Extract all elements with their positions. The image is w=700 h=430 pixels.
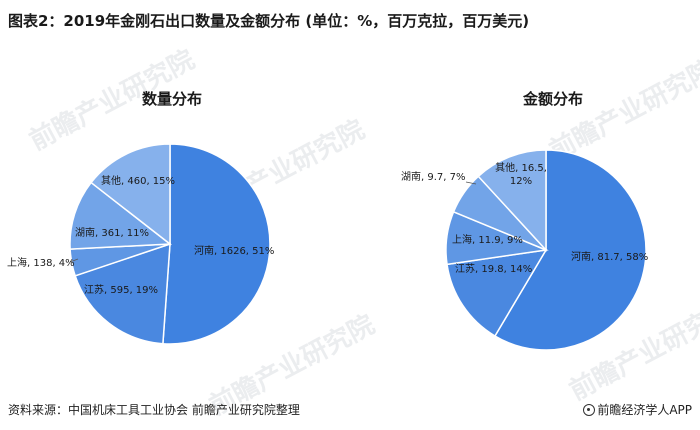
brand-credit: 前瞻经济学人APP (583, 401, 692, 418)
slice-label-2-河南: 河南, 81.7, 58% (571, 250, 648, 263)
pie-slice-1-其他 (90, 143, 171, 246)
slice-label-1-湖南: 湖南, 361, 11% (75, 226, 149, 239)
brand-logo-icon (583, 404, 596, 416)
pie-slice-1-河南 (162, 143, 271, 345)
pie-slice-2-其他 (477, 149, 547, 252)
pie-slice-2-河南 (493, 149, 647, 351)
pie-slice-1-江苏 (74, 242, 171, 345)
slice-label-1-其他: 其他, 460, 15% (101, 174, 175, 187)
slice-label-2-其他: 其他, 16.5, 12% (495, 161, 547, 187)
pie-slice-2-江苏 (446, 249, 548, 338)
source-note: 资料来源：中国机床工具工业协会 前瞻产业研究院整理 (8, 403, 300, 417)
slice-label-2-湖南: 湖南, 9.7, 7% (401, 170, 465, 183)
leader-line-2-湖南 (465, 181, 477, 185)
pie-slice-1-湖南 (69, 181, 173, 250)
brand-name: 前瞻经济学人APP (597, 403, 692, 417)
slice-label-2-上海: 上海, 11.9, 9% (452, 233, 523, 246)
slice-label-1-江苏: 江苏, 595, 19% (84, 283, 158, 296)
page-title: 图表2：2019年金刚石出口数量及金额分布 (单位：%，百万克拉，百万美元) (8, 12, 530, 30)
leader-line-1-上海 (69, 258, 79, 263)
chart-title-2: 金额分布 (522, 90, 583, 108)
slice-label-1-河南: 河南, 1626, 51% (194, 244, 274, 257)
slice-label-2-江苏: 江苏, 19.8, 14% (455, 262, 532, 275)
chart-title-1: 数量分布 (142, 90, 202, 108)
slice-label-1-上海: 上海, 138, 4% (7, 256, 75, 269)
